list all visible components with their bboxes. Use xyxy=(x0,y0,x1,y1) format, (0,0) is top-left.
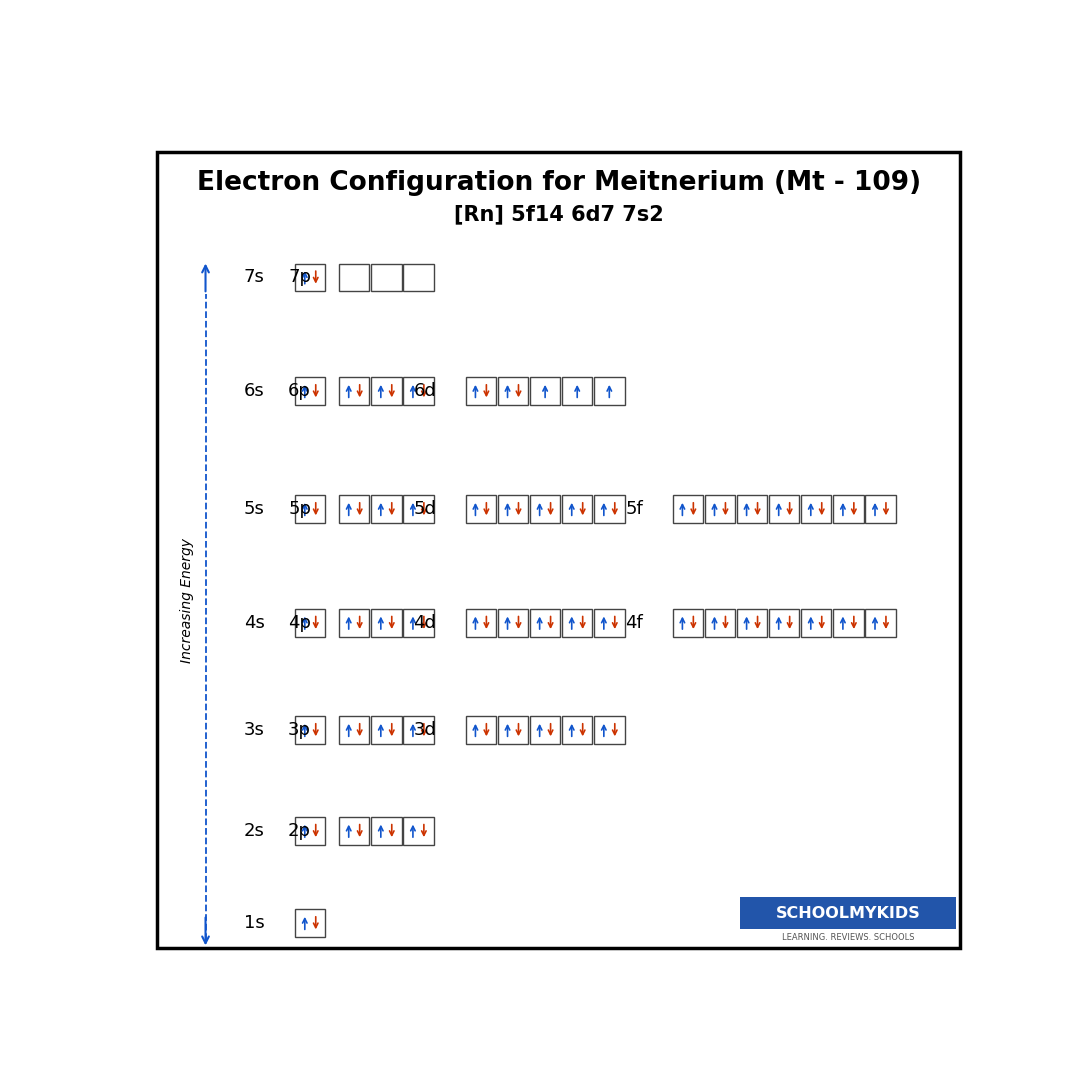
FancyBboxPatch shape xyxy=(865,495,896,523)
FancyBboxPatch shape xyxy=(737,495,767,523)
FancyBboxPatch shape xyxy=(562,377,593,405)
Text: 4s: 4s xyxy=(244,614,265,632)
Text: SCHOOLMYKIDS: SCHOOLMYKIDS xyxy=(776,906,920,920)
FancyBboxPatch shape xyxy=(594,717,625,744)
FancyBboxPatch shape xyxy=(295,264,326,291)
FancyBboxPatch shape xyxy=(801,495,832,523)
FancyBboxPatch shape xyxy=(801,609,832,637)
FancyBboxPatch shape xyxy=(371,717,401,744)
FancyBboxPatch shape xyxy=(562,495,593,523)
FancyBboxPatch shape xyxy=(530,377,560,405)
FancyBboxPatch shape xyxy=(339,377,370,405)
Text: 6s: 6s xyxy=(244,382,265,400)
Text: 6p: 6p xyxy=(288,382,311,400)
FancyBboxPatch shape xyxy=(498,609,529,637)
Text: 3s: 3s xyxy=(244,721,265,739)
FancyBboxPatch shape xyxy=(498,377,529,405)
FancyBboxPatch shape xyxy=(295,377,326,405)
Text: 2s: 2s xyxy=(244,822,265,840)
FancyBboxPatch shape xyxy=(562,609,593,637)
FancyBboxPatch shape xyxy=(673,495,703,523)
FancyBboxPatch shape xyxy=(295,909,326,937)
FancyBboxPatch shape xyxy=(498,717,529,744)
FancyBboxPatch shape xyxy=(403,377,434,405)
FancyBboxPatch shape xyxy=(465,609,496,637)
Text: 6d: 6d xyxy=(413,382,436,400)
FancyBboxPatch shape xyxy=(371,495,401,523)
FancyBboxPatch shape xyxy=(371,377,401,405)
FancyBboxPatch shape xyxy=(498,495,529,523)
Text: 5p: 5p xyxy=(288,500,311,518)
Text: 3p: 3p xyxy=(288,721,311,739)
Text: 5d: 5d xyxy=(413,500,436,518)
FancyBboxPatch shape xyxy=(403,264,434,291)
FancyBboxPatch shape xyxy=(865,609,896,637)
FancyBboxPatch shape xyxy=(403,717,434,744)
FancyBboxPatch shape xyxy=(339,717,370,744)
FancyBboxPatch shape xyxy=(295,495,326,523)
FancyBboxPatch shape xyxy=(705,495,735,523)
FancyBboxPatch shape xyxy=(371,264,401,291)
Text: 7s: 7s xyxy=(244,268,265,286)
Text: 4d: 4d xyxy=(413,614,436,632)
FancyBboxPatch shape xyxy=(833,495,863,523)
Text: 5f: 5f xyxy=(626,500,643,518)
FancyBboxPatch shape xyxy=(339,817,370,845)
FancyBboxPatch shape xyxy=(740,897,956,929)
Text: [Rn] 5f14 6d7 7s2: [Rn] 5f14 6d7 7s2 xyxy=(453,205,664,224)
FancyBboxPatch shape xyxy=(705,609,735,637)
FancyBboxPatch shape xyxy=(403,495,434,523)
Text: 1s: 1s xyxy=(244,914,265,932)
FancyBboxPatch shape xyxy=(530,717,560,744)
FancyBboxPatch shape xyxy=(465,495,496,523)
Text: 5s: 5s xyxy=(244,500,265,518)
FancyBboxPatch shape xyxy=(403,817,434,845)
FancyBboxPatch shape xyxy=(594,377,625,405)
FancyBboxPatch shape xyxy=(465,717,496,744)
Text: 4p: 4p xyxy=(288,614,311,632)
FancyBboxPatch shape xyxy=(768,495,799,523)
FancyBboxPatch shape xyxy=(371,609,401,637)
FancyBboxPatch shape xyxy=(295,817,326,845)
FancyBboxPatch shape xyxy=(530,495,560,523)
FancyBboxPatch shape xyxy=(339,495,370,523)
FancyBboxPatch shape xyxy=(295,609,326,637)
FancyBboxPatch shape xyxy=(339,609,370,637)
Text: Increasing Energy: Increasing Energy xyxy=(180,538,194,663)
FancyBboxPatch shape xyxy=(371,817,401,845)
FancyBboxPatch shape xyxy=(295,717,326,744)
FancyBboxPatch shape xyxy=(562,717,593,744)
Text: LEARNING. REVIEWS. SCHOOLS: LEARNING. REVIEWS. SCHOOLS xyxy=(782,933,915,942)
FancyBboxPatch shape xyxy=(530,609,560,637)
FancyBboxPatch shape xyxy=(594,609,625,637)
FancyBboxPatch shape xyxy=(737,609,767,637)
FancyBboxPatch shape xyxy=(594,495,625,523)
FancyBboxPatch shape xyxy=(673,609,703,637)
FancyBboxPatch shape xyxy=(768,609,799,637)
FancyBboxPatch shape xyxy=(339,264,370,291)
Text: 3d: 3d xyxy=(413,721,436,739)
Text: 4f: 4f xyxy=(626,614,643,632)
Text: Electron Configuration for Meitnerium (Mt - 109): Electron Configuration for Meitnerium (M… xyxy=(196,170,921,196)
Text: 2p: 2p xyxy=(288,822,311,840)
FancyBboxPatch shape xyxy=(403,609,434,637)
Text: 7p: 7p xyxy=(288,268,311,286)
FancyBboxPatch shape xyxy=(833,609,863,637)
FancyBboxPatch shape xyxy=(465,377,496,405)
